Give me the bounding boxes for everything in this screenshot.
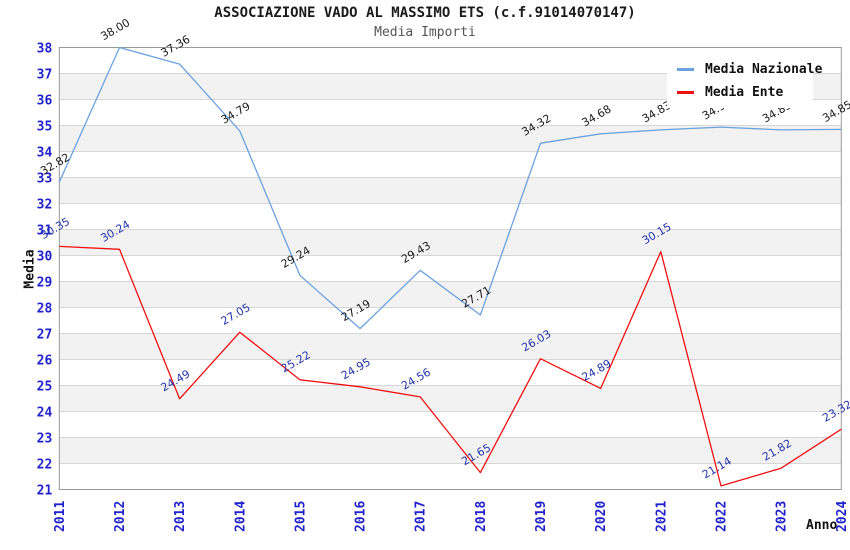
x-tick-label: 2011 (53, 501, 68, 532)
legend-item-media-ente: Media Ente (677, 85, 803, 100)
x-tick-label: 2023 (775, 501, 790, 532)
chart-subtitle: Media Importi (374, 25, 476, 40)
x-tick-label: 2020 (594, 501, 609, 532)
band (59, 125, 842, 152)
y-tick-label: 30 (37, 250, 53, 265)
x-tick-label: 2017 (414, 501, 429, 532)
y-tick-label: 29 (37, 276, 53, 291)
y-tick-label: 27 (37, 328, 53, 343)
media-nazionale-line-swatch (677, 68, 694, 71)
x-axis-title: Anno (806, 518, 838, 533)
band (59, 177, 842, 204)
y-tick-label: 23 (37, 432, 53, 447)
series-line-media-nazionale (58, 46, 842, 330)
y-tick-label: 32 (37, 198, 53, 213)
x-tick-label: 2021 (654, 501, 669, 532)
y-tick-label: 24 (37, 406, 53, 421)
band (59, 229, 842, 256)
y-tick-label: 35 (37, 120, 53, 135)
y-tick-label: 38 (37, 42, 53, 57)
page-title: ASSOCIAZIONE VADO AL MASSIMO ETS (c.f.91… (214, 5, 636, 21)
series-line-media-ente (59, 245, 842, 487)
band (59, 333, 842, 360)
y-tick-label: 34 (37, 146, 53, 161)
data-label: 34.79 (219, 100, 253, 127)
y-tick-label: 33 (37, 172, 53, 187)
y-axis-title: Media (22, 249, 38, 289)
x-tick-label: 2013 (173, 501, 188, 532)
x-tick-label: 2015 (293, 501, 308, 532)
legend-item-media-nazionale: Media Nazionale (677, 62, 822, 77)
y-tick-label: 28 (37, 302, 53, 317)
band (59, 385, 842, 412)
legend: Media Nazionale Media Ente (667, 54, 822, 108)
y-tick-label: 31 (37, 224, 53, 239)
plot-border (58, 47, 842, 490)
y-tick-label: 37 (37, 68, 53, 83)
y-tick-label: 21 (37, 484, 53, 499)
x-tick-label: 2019 (534, 501, 549, 532)
legend-label-media-ente: Media Ente (705, 85, 784, 100)
data-label: 34.85 (820, 98, 850, 125)
data-label: 24.89 (580, 357, 614, 384)
x-tick-label: 2016 (354, 501, 369, 532)
y-tick-label: 25 (37, 380, 53, 395)
y-tick-label: 36 (37, 94, 53, 109)
legend-label-media-nazionale: Media Nazionale (705, 62, 823, 77)
x-tick-label: 2014 (233, 501, 248, 532)
y-tick-label: 22 (37, 458, 53, 473)
x-tick-label: 2012 (113, 501, 128, 532)
y-tick-label: 26 (37, 354, 53, 369)
x-tick-label: 2018 (474, 501, 489, 532)
media-ente-line-swatch (677, 91, 694, 94)
band (59, 281, 842, 308)
x-tick-label: 2024 (835, 501, 850, 532)
x-tick-label: 2022 (714, 501, 729, 532)
band (59, 437, 842, 464)
